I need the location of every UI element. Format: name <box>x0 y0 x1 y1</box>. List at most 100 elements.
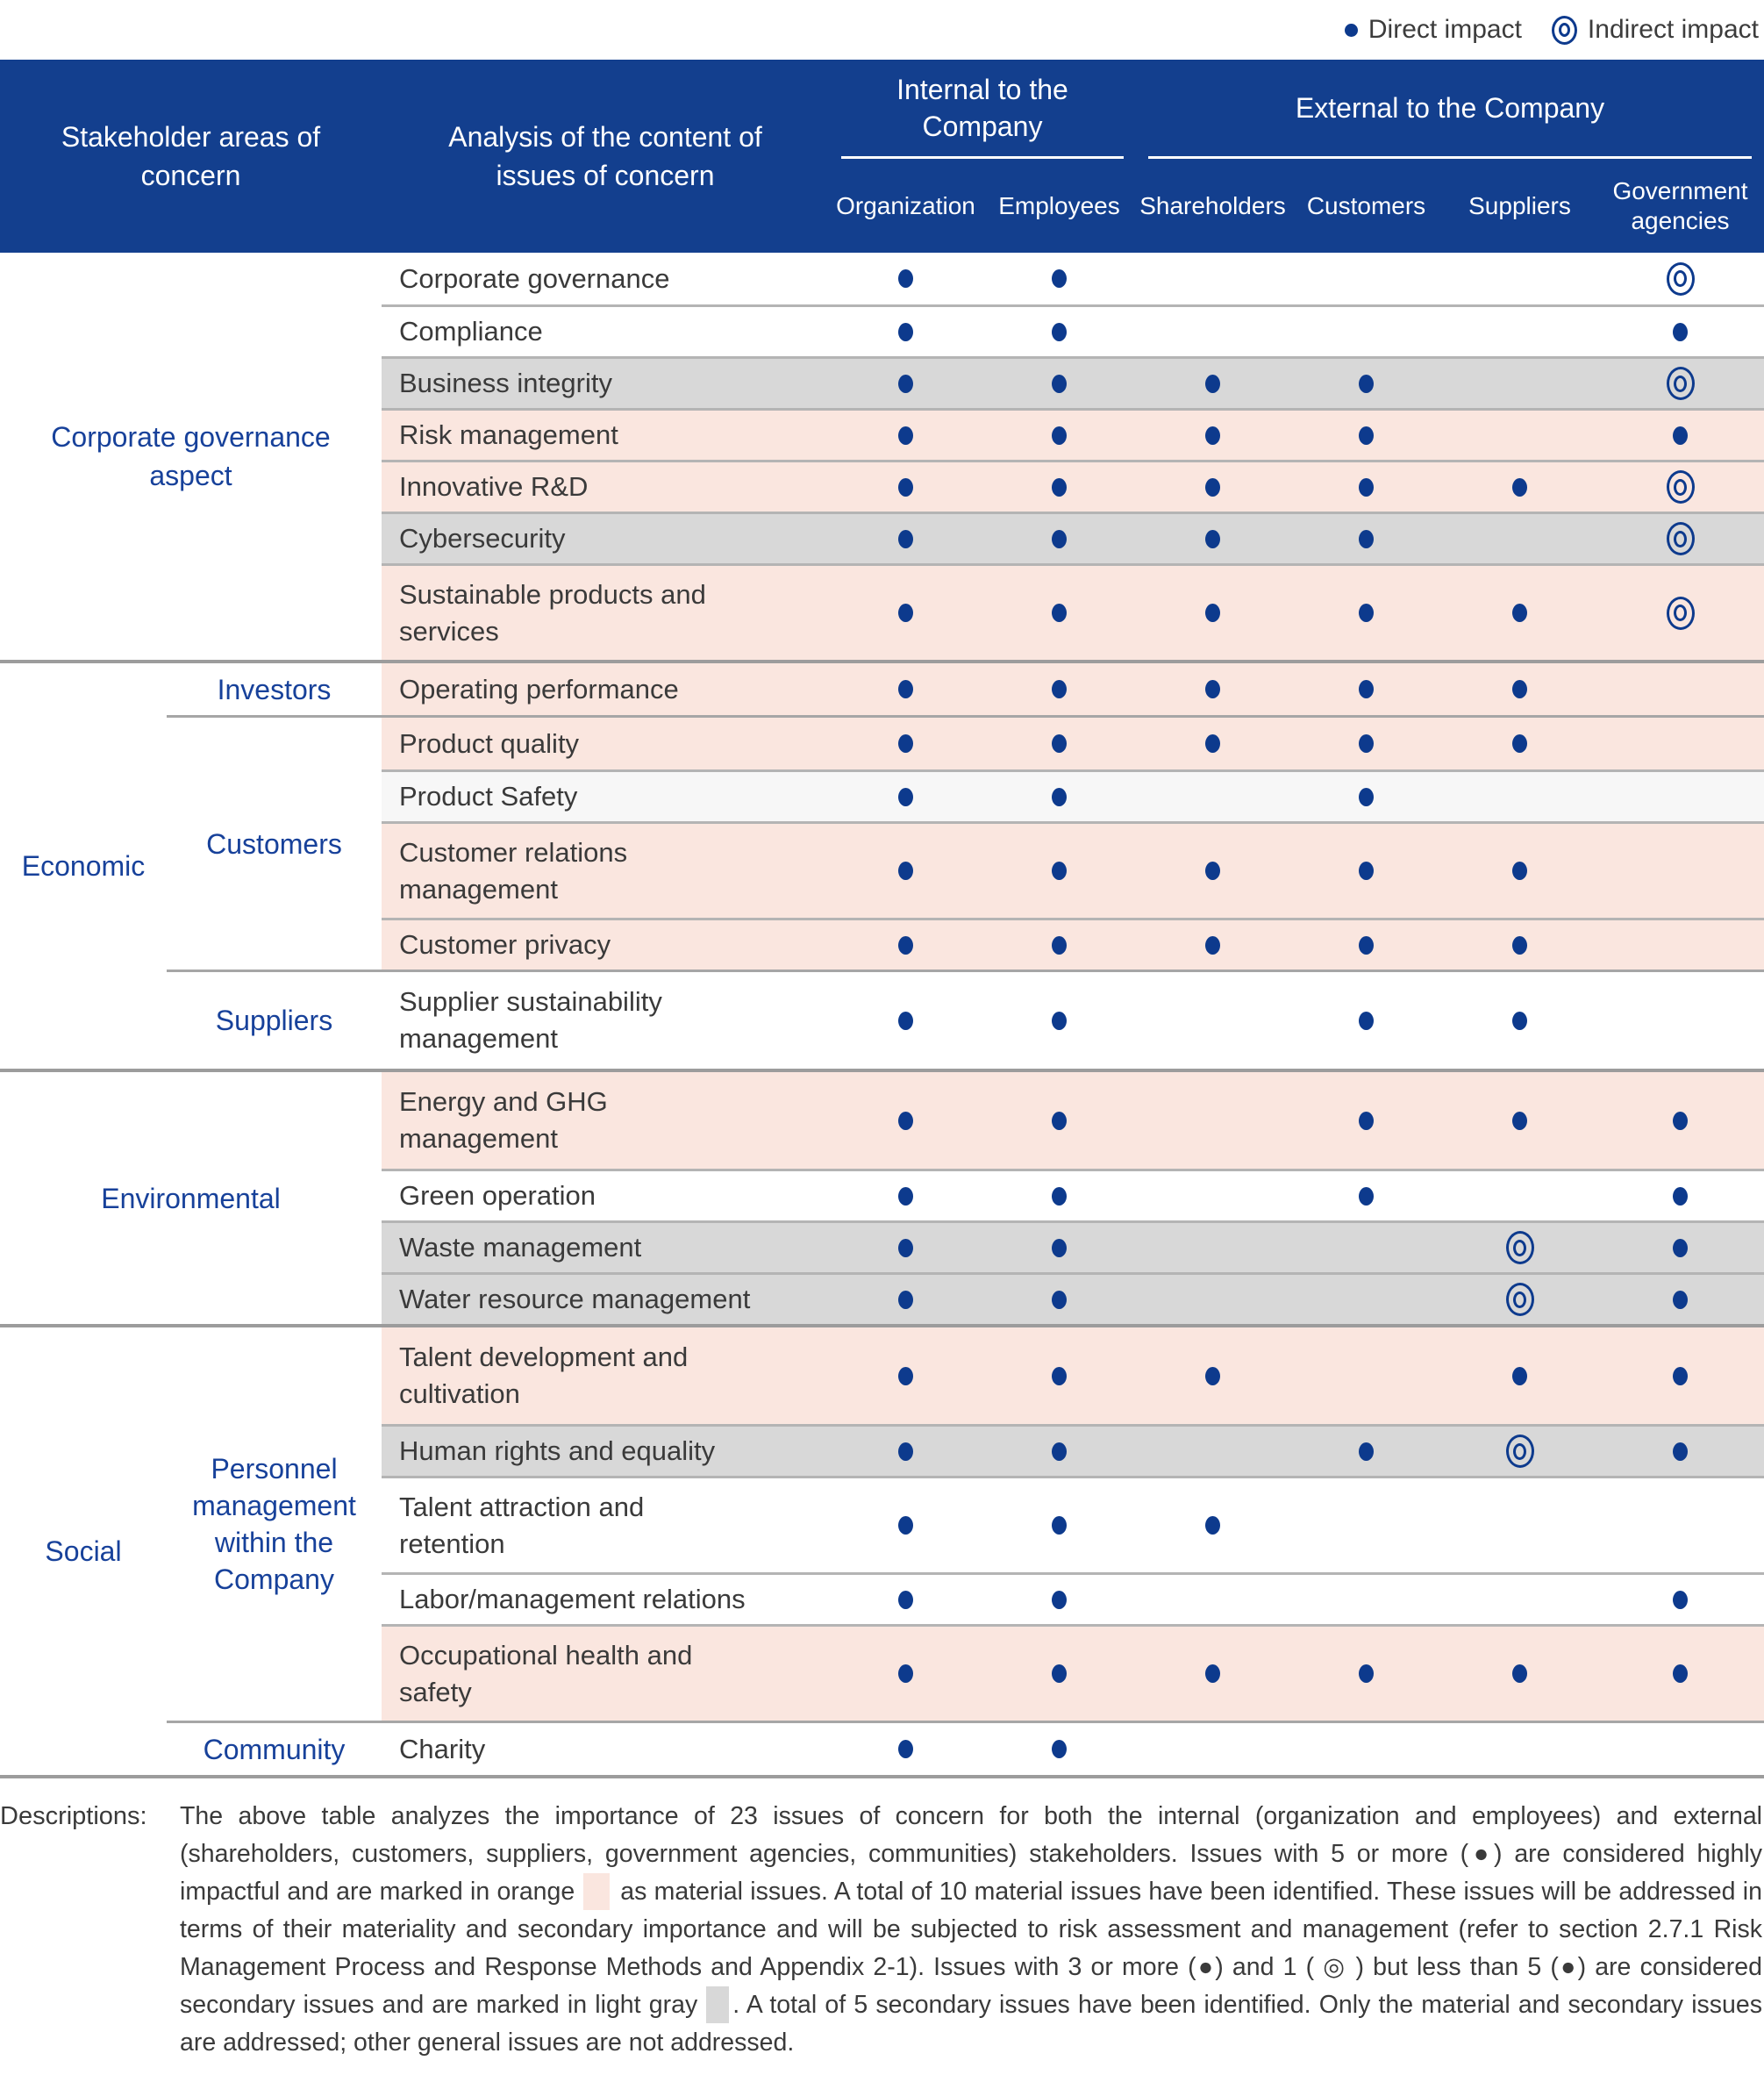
issue-row-operating-performance: Operating performance <box>382 663 1764 715</box>
impact-cell-customers <box>1289 1478 1443 1572</box>
impact-cell-shareholders <box>1136 566 1289 660</box>
direct-impact-dot <box>1052 604 1067 622</box>
direct-impact-dot <box>898 1186 913 1206</box>
impact-cell-suppliers <box>1443 307 1596 356</box>
impact-cell-suppliers <box>1443 411 1596 460</box>
impact-cell-organization <box>829 1171 982 1220</box>
direct-impact-dot <box>1052 322 1067 341</box>
direct-impact-dot <box>898 426 913 445</box>
direct-impact-dot <box>1052 374 1067 393</box>
impact-cell-government-agencies <box>1596 1072 1764 1169</box>
internal-group-rule <box>841 156 1124 159</box>
direct-impact-dot <box>1359 734 1374 753</box>
impact-cell-employees <box>982 920 1136 970</box>
direct-impact-dot <box>1359 426 1374 445</box>
direct-impact-dot <box>898 529 913 548</box>
impact-cell-employees <box>982 718 1136 769</box>
direct-impact-dot <box>1205 680 1220 698</box>
impact-cell-customers <box>1289 1575 1443 1624</box>
impact-cell-shareholders <box>1136 411 1289 460</box>
impact-cell-shareholders <box>1136 1275 1289 1324</box>
section-corporate-governance-aspect: Corporate governance aspect Corporate gov… <box>0 253 1764 663</box>
impact-cell-employees <box>982 253 1136 304</box>
impact-cell-suppliers <box>1443 1575 1596 1624</box>
issue-cell: Product Safety <box>382 772 829 821</box>
impact-cell-employees <box>982 307 1136 356</box>
direct-impact-dot <box>1052 477 1067 497</box>
impact-cell-customers <box>1289 307 1443 356</box>
direct-impact-dot <box>1673 426 1688 445</box>
direct-impact-dot <box>1673 1238 1688 1257</box>
impact-cell-organization <box>829 1575 982 1624</box>
direct-impact-dot <box>898 1664 913 1683</box>
impact-cell-shareholders <box>1136 307 1289 356</box>
column-header-organization: Organization <box>836 191 975 219</box>
direct-impact-dot <box>1052 1516 1067 1535</box>
direct-impact-dot <box>1205 374 1220 393</box>
issue-row-innovative-r-d: Innovative R&D <box>382 460 1764 512</box>
issue-row-product-safety: Product Safety <box>382 769 1764 821</box>
impact-cell-employees <box>982 1275 1136 1324</box>
header-group-internal: Internal to the Company Organization Emp… <box>829 60 1136 253</box>
impact-cell-suppliers <box>1443 1478 1596 1572</box>
impact-cell-employees <box>982 1427 1136 1476</box>
direct-impact-dot <box>898 374 913 393</box>
issue-cell: Supplier sustainability management <box>382 972 829 1069</box>
impact-cell-customers <box>1289 663 1443 715</box>
issue-row-risk-management: Risk management <box>382 408 1764 460</box>
subgroup-label-suppliers: Suppliers <box>215 1005 333 1036</box>
impact-cell-organization <box>829 920 982 970</box>
impact-cell-suppliers <box>1443 1223 1596 1272</box>
direct-impact-dot <box>898 680 913 698</box>
indirect-impact-ring <box>1505 1283 1534 1316</box>
aspect-label: Environmental <box>101 1182 281 1214</box>
legend: Direct impact Indirect impact <box>0 0 1764 60</box>
impact-cell-customers <box>1289 359 1443 408</box>
issue-label: Business integrity <box>399 368 612 398</box>
impact-cell-suppliers <box>1443 824 1596 918</box>
issue-row-supplier-sustainability-management: Supplier sustainability management <box>382 972 1764 1069</box>
direct-impact-dot <box>1052 1111 1067 1130</box>
issue-label: Corporate governance <box>399 262 670 294</box>
issue-row-talent-attraction-and-retention: Talent attraction and retention <box>382 1476 1764 1572</box>
direct-impact-dot <box>1673 1111 1688 1130</box>
impact-cell-government-agencies <box>1596 1575 1764 1624</box>
issue-cell: Customer relations management <box>382 824 829 918</box>
direct-impact-dot <box>898 604 913 622</box>
impact-cell-customers <box>1289 824 1443 918</box>
direct-impact-dot <box>898 1290 913 1309</box>
impact-cell-suppliers <box>1443 514 1596 563</box>
impact-cell-customers <box>1289 1275 1443 1324</box>
issue-row-business-integrity: Business integrity <box>382 356 1764 408</box>
column-header-employees: Employees <box>998 191 1120 219</box>
direct-impact-dot <box>1359 935 1374 955</box>
issue-label: Compliance <box>399 316 543 347</box>
subgroup-rows: Energy and GHG management Green operation… <box>382 1072 1764 1324</box>
table-body: Corporate governance aspect Corporate gov… <box>0 253 1764 1778</box>
issue-cell: Talent attraction and retention <box>382 1478 829 1572</box>
direct-impact-dot <box>1359 862 1374 880</box>
direct-impact-dot <box>1052 862 1067 880</box>
subgroup-customers: Customers Product quality Product Safety Cu… <box>167 715 1764 970</box>
indirect-impact-ring <box>1666 367 1695 400</box>
issue-row-waste-management: Waste management <box>382 1220 1764 1272</box>
impact-cell-organization <box>829 307 982 356</box>
impact-cell-shareholders <box>1136 1627 1289 1721</box>
column-header-government-agencies: Government agencies <box>1612 176 1748 234</box>
impact-cell-organization <box>829 1223 982 1272</box>
impact-cell-customers <box>1289 772 1443 821</box>
header-stakeholder-areas: Stakeholder areas of concern <box>61 121 321 191</box>
impact-cell-suppliers <box>1443 359 1596 408</box>
indirect-impact-ring <box>1505 1435 1534 1468</box>
issue-label: Innovative R&D <box>399 471 589 502</box>
indirect-ring-inner <box>1513 1239 1526 1256</box>
direct-impact-dot <box>1359 477 1374 497</box>
impact-cell-organization <box>829 462 982 512</box>
impact-cell-suppliers <box>1443 972 1596 1069</box>
gray-secondary-swatch <box>706 1986 730 2023</box>
external-group-rule <box>1148 156 1752 159</box>
direct-impact-dot <box>1512 680 1527 698</box>
impact-cell-government-agencies <box>1596 1171 1764 1220</box>
direct-impact-dot <box>1052 1186 1067 1206</box>
direct-impact-dot <box>1512 604 1527 622</box>
